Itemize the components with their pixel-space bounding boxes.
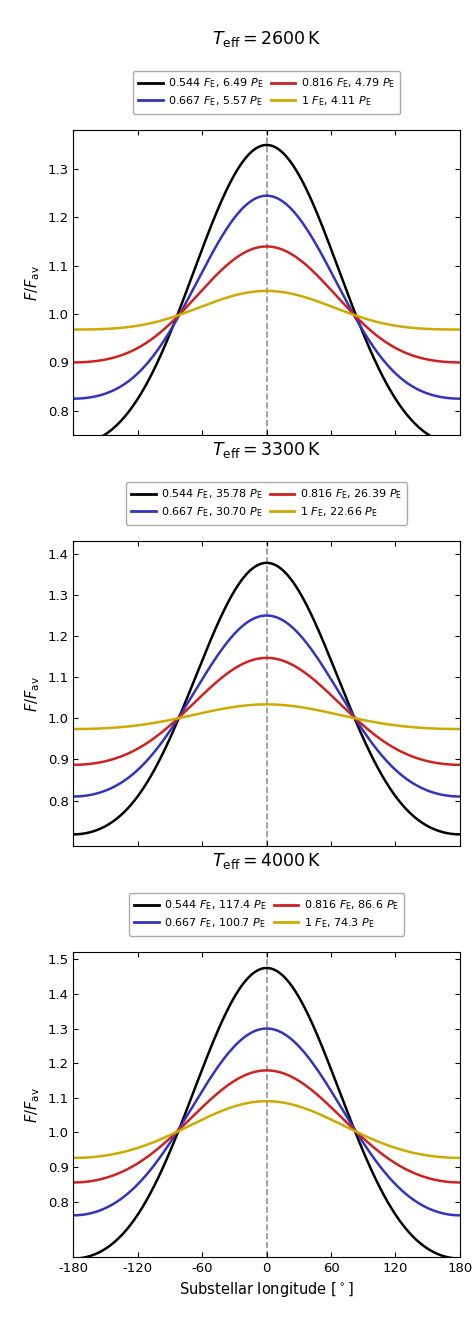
Y-axis label: $F/F_{\mathrm{av}}$: $F/F_{\mathrm{av}}$ [23,676,42,712]
Y-axis label: $F/F_{\mathrm{av}}$: $F/F_{\mathrm{av}}$ [23,1087,42,1123]
X-axis label: Substellar longitude [$^\circ$]: Substellar longitude [$^\circ$] [179,1281,354,1299]
Legend: 0.544 $F_{\mathrm{E}}$, 117.4 $P_{\mathrm{E}}$, 0.667 $F_{\mathrm{E}}$, 100.7 $P: 0.544 $F_{\mathrm{E}}$, 117.4 $P_{\mathr… [129,892,404,936]
Legend: 0.544 $F_{\mathrm{E}}$, 6.49 $P_{\mathrm{E}}$, 0.667 $F_{\mathrm{E}}$, 5.57 $P_{: 0.544 $F_{\mathrm{E}}$, 6.49 $P_{\mathrm… [133,70,401,114]
Text: $T_{\mathrm{eff}} = 3300\,\mathrm{K}$: $T_{\mathrm{eff}} = 3300\,\mathrm{K}$ [212,440,321,460]
Text: $T_{\mathrm{eff}} = 2600\,\mathrm{K}$: $T_{\mathrm{eff}} = 2600\,\mathrm{K}$ [212,29,321,49]
Text: $T_{\mathrm{eff}} = 4000\,\mathrm{K}$: $T_{\mathrm{eff}} = 4000\,\mathrm{K}$ [212,851,321,871]
Legend: 0.544 $F_{\mathrm{E}}$, 35.78 $P_{\mathrm{E}}$, 0.667 $F_{\mathrm{E}}$, 30.70 $P: 0.544 $F_{\mathrm{E}}$, 35.78 $P_{\mathr… [126,481,408,525]
Y-axis label: $F/F_{\mathrm{av}}$: $F/F_{\mathrm{av}}$ [23,265,42,301]
